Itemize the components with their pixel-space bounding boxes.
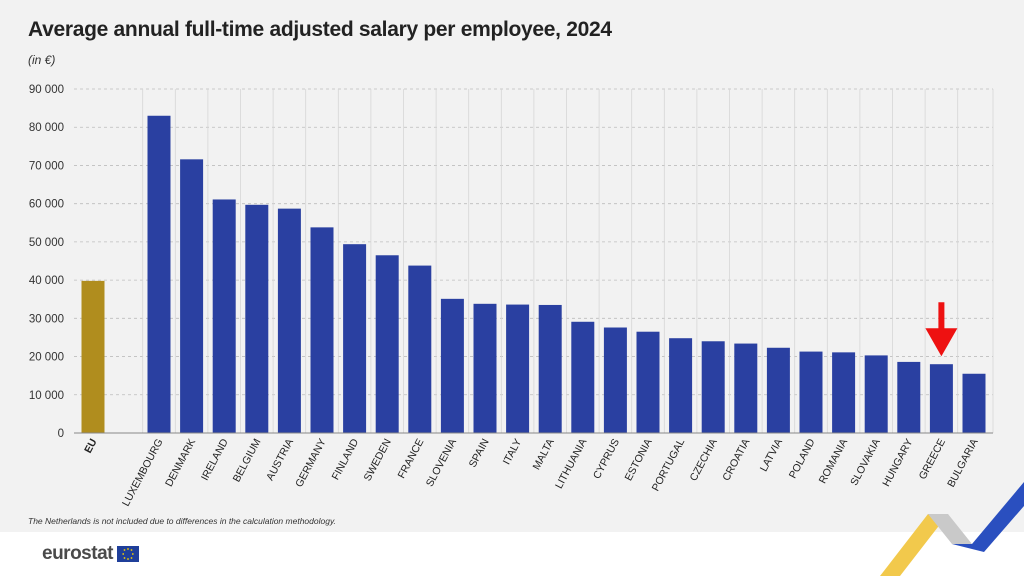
- y-tick-label: 80 000: [29, 122, 64, 134]
- eu-flag-icon: [116, 546, 139, 562]
- bar-spain: [473, 303, 497, 433]
- highlight-arrow-icon: [925, 302, 958, 357]
- logo-text: eurostat: [42, 543, 113, 564]
- bar-austria: [277, 208, 301, 433]
- x-tick-label: EU: [82, 437, 99, 456]
- x-tick-label: LATVIA: [758, 437, 785, 474]
- bar-italy: [506, 304, 530, 433]
- y-tick-label: 50 000: [29, 237, 64, 249]
- y-tick-label: 20 000: [29, 352, 64, 364]
- y-tick-label: 60 000: [29, 199, 64, 211]
- bar-malta: [538, 304, 562, 433]
- bar-portugal: [669, 338, 693, 433]
- bar-luxembourg: [147, 115, 171, 433]
- x-tick-label: LUXEMBOURG: [120, 437, 166, 509]
- bar-slovenia: [440, 298, 464, 433]
- x-tick-label: SWEDEN: [362, 437, 394, 483]
- unit-label: (in €): [28, 53, 56, 67]
- bar-slovakia: [864, 355, 888, 433]
- bar-eu: [81, 280, 105, 433]
- bar-greece: [929, 364, 953, 433]
- y-tick-label: 10 000: [29, 390, 64, 402]
- bar-denmark: [180, 159, 204, 433]
- x-tick-label: SLOVENIA: [424, 437, 459, 489]
- y-tick-label: 30 000: [29, 313, 64, 325]
- x-tick-label: ESTONIA: [623, 437, 655, 483]
- y-tick-label: 90 000: [29, 84, 64, 96]
- bar-bulgaria: [962, 373, 986, 433]
- bar-hungary: [897, 361, 921, 433]
- bar-ireland: [212, 199, 236, 433]
- bar-estonia: [636, 331, 660, 433]
- x-tick-label: SPAIN: [467, 437, 492, 470]
- x-tick-label: DENMARK: [163, 437, 198, 489]
- x-tick-label: LITHUANIA: [553, 437, 589, 491]
- bar-romania: [832, 352, 856, 433]
- bar-germany: [310, 227, 334, 433]
- x-tick-label: FINLAND: [330, 436, 362, 482]
- bar-lithuania: [571, 321, 595, 433]
- x-tick-label: POLAND: [787, 436, 818, 480]
- x-tick-label: ROMANIA: [817, 437, 851, 486]
- y-tick-label: 0: [58, 428, 64, 440]
- bar-cyprus: [603, 327, 627, 433]
- x-tick-label: AUSTRIA: [264, 437, 296, 483]
- bar-chart: 0 10 000 20 000 30 000 40 000 50 000 60 000 70 …: [29, 84, 994, 509]
- x-tick-label: CYPRUS: [591, 437, 622, 481]
- bar-finland: [343, 244, 367, 433]
- x-tick-label: BELGIUM: [231, 437, 264, 484]
- chart-title: Average annual full-time adjusted salary…: [28, 18, 612, 41]
- x-tick-label: GERMANY: [293, 437, 329, 490]
- x-tick-label: IRELAND: [199, 436, 231, 482]
- x-tick-label: PORTUGAL: [650, 437, 688, 494]
- bar-croatia: [734, 343, 758, 433]
- x-tick-label: FRANCE: [396, 437, 427, 481]
- bar-latvia: [766, 347, 790, 433]
- bar-france: [408, 265, 432, 433]
- bar-belgium: [245, 204, 269, 433]
- bar-czechia: [701, 341, 725, 433]
- eurostat-logo: eurostat: [42, 543, 139, 565]
- footnote: The Netherlands is not included due to d…: [28, 516, 336, 526]
- x-tick-label: GREECE: [917, 437, 948, 482]
- x-tick-label: CZECHIA: [688, 437, 720, 483]
- bar-poland: [799, 351, 823, 433]
- decorative-chevron-graphic: [880, 482, 1024, 576]
- x-tick-label: ITALY: [501, 437, 525, 467]
- y-tick-label: 70 000: [29, 160, 64, 172]
- y-tick-label: 40 000: [29, 275, 64, 287]
- x-tick-label: CROATIA: [720, 437, 752, 483]
- bar-sweden: [375, 255, 399, 433]
- x-tick-label: MALTA: [531, 437, 557, 472]
